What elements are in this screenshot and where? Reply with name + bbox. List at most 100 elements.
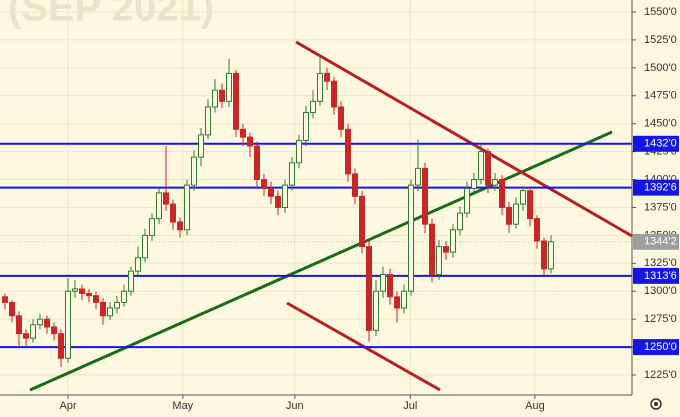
candle-body xyxy=(520,190,526,205)
candle-body xyxy=(184,184,190,231)
candle-body xyxy=(268,187,274,197)
candle-body xyxy=(58,333,64,359)
candle-body xyxy=(275,195,281,208)
candle-body xyxy=(331,80,337,108)
candle-body xyxy=(324,72,330,82)
candle-body xyxy=(9,301,15,317)
candle-body xyxy=(156,192,162,220)
last-price-box xyxy=(633,233,679,250)
candle-body xyxy=(506,206,512,225)
candle-body xyxy=(163,192,169,205)
candle-body xyxy=(527,190,533,220)
candle-body xyxy=(408,184,414,292)
candle-body xyxy=(394,296,400,309)
level-label-box xyxy=(633,267,679,284)
levels xyxy=(0,142,632,349)
candle-body xyxy=(79,288,85,294)
x-tick-label: Jul xyxy=(403,400,417,412)
level-label-box xyxy=(633,135,679,152)
candle-body xyxy=(37,318,43,326)
candle-body xyxy=(352,173,358,197)
level-label: 1392'6 xyxy=(644,182,677,194)
level-label-box xyxy=(633,179,679,196)
candle-body xyxy=(513,203,519,225)
candle-body xyxy=(534,218,540,242)
candle-body xyxy=(317,72,323,102)
candle-body xyxy=(359,195,365,248)
y-tick-label: 1375'0 xyxy=(644,201,677,213)
candle-body xyxy=(93,295,99,303)
candle-body xyxy=(373,290,379,331)
x-tick-label: May xyxy=(172,400,193,412)
candle-body xyxy=(247,136,253,147)
candle-body xyxy=(240,128,246,138)
candle-body xyxy=(261,179,267,189)
candle-body xyxy=(401,290,407,309)
candle-body xyxy=(254,145,260,181)
watermark: (SEP 2021) xyxy=(8,0,214,30)
candle-body xyxy=(338,106,344,130)
candle-body xyxy=(289,162,295,186)
trend-line xyxy=(295,40,633,238)
candle-body xyxy=(23,333,29,339)
candle-body xyxy=(303,112,309,141)
candle-body xyxy=(205,106,211,136)
y-tick-label: 1500'0 xyxy=(644,62,677,74)
candle-body xyxy=(30,324,36,339)
x-tick-label: Jun xyxy=(286,400,304,412)
candle-body xyxy=(72,288,78,292)
candle-body xyxy=(44,318,50,328)
candle-body xyxy=(107,307,113,317)
candle-body xyxy=(100,301,106,317)
candle-body xyxy=(541,240,547,270)
candle-body xyxy=(212,89,218,108)
candle-body xyxy=(121,290,127,303)
y-tick-label: 1275'0 xyxy=(644,313,677,325)
candle-body xyxy=(450,229,456,253)
level-label: 1250'0 xyxy=(644,341,677,353)
level-label-box xyxy=(633,339,679,356)
candle-body xyxy=(548,241,554,270)
candle-body xyxy=(345,128,351,175)
candle-body xyxy=(51,326,57,335)
y-tick-label: 1550'0 xyxy=(644,6,677,18)
candle-body xyxy=(485,151,491,186)
y-tick-label: 1300'0 xyxy=(644,285,677,297)
candle-body xyxy=(387,273,393,298)
x-tick-label: Aug xyxy=(525,400,545,412)
y-tick-label: 1450'0 xyxy=(644,118,677,130)
settings-icon[interactable] xyxy=(650,398,662,410)
candle-body xyxy=(114,301,120,309)
candle-body xyxy=(422,167,428,225)
candle-body xyxy=(65,290,71,359)
last-price-label: 1344'2 xyxy=(644,236,677,248)
level-label: 1313'6 xyxy=(644,270,677,282)
candle-body xyxy=(380,273,386,292)
candle-body xyxy=(436,246,442,275)
candles xyxy=(2,56,554,368)
candle-body xyxy=(170,203,176,223)
candle-body xyxy=(443,246,449,253)
candle-body xyxy=(457,212,463,231)
candle-body xyxy=(219,89,225,102)
candle-body xyxy=(296,139,302,164)
y-tick-label: 1525'0 xyxy=(644,34,677,46)
candle-body xyxy=(492,179,498,186)
candle-body xyxy=(478,151,484,181)
candle-body xyxy=(191,156,197,186)
candle-body xyxy=(135,257,141,272)
candle-body xyxy=(415,167,421,186)
x-tick-label: Apr xyxy=(59,400,76,412)
candle-body xyxy=(16,315,22,335)
candle-body xyxy=(429,223,435,275)
candle-body xyxy=(128,270,134,292)
y-tick-label: 1475'0 xyxy=(644,90,677,102)
candle-body xyxy=(471,179,477,189)
candle-body xyxy=(233,72,239,130)
candle-body xyxy=(86,292,92,297)
y-tick-label: 1225'0 xyxy=(644,369,677,381)
axis-labels: 1550'01525'01500'01475'01450'01425'01400… xyxy=(59,6,679,412)
candle-body xyxy=(2,296,8,303)
